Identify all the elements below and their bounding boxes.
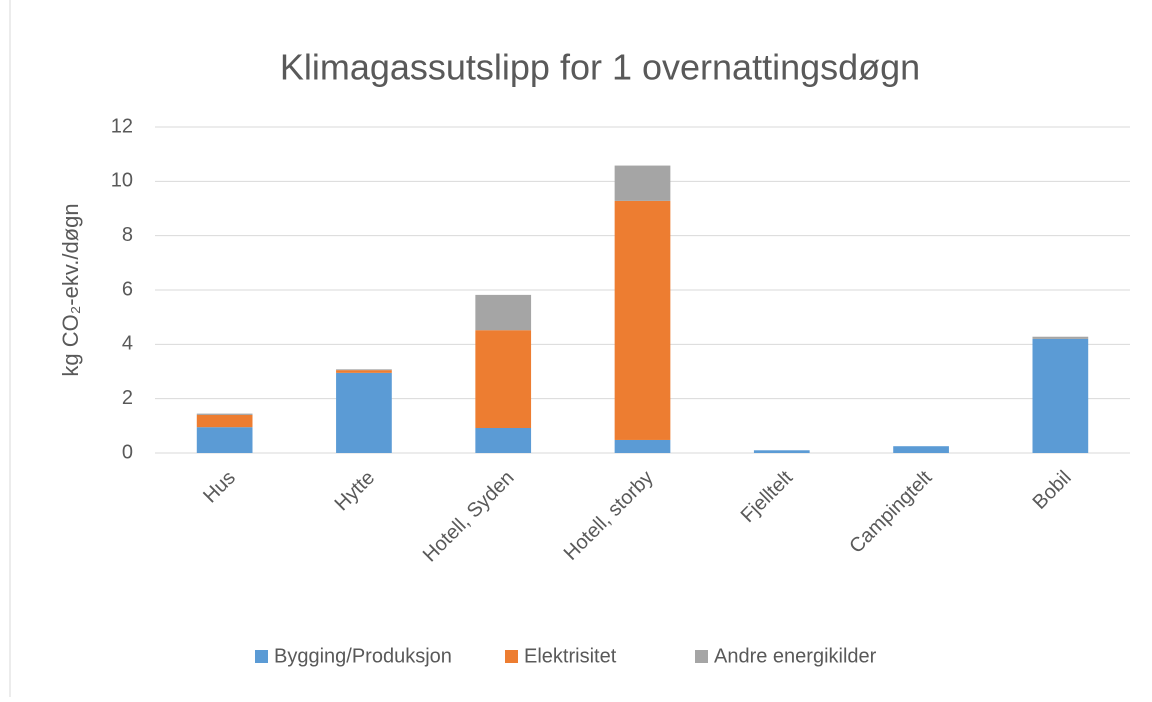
x-tick-label: Hotell, Syden [419, 467, 519, 567]
bar-segment [614, 165, 671, 201]
y-tick-label: 0 [122, 441, 133, 463]
legend-label: Elektrisitet [524, 645, 617, 667]
bar-segment [336, 369, 392, 371]
x-tick-label: Fjelltelt [737, 466, 798, 527]
x-tick-label: Hus [199, 467, 240, 508]
bar-segment [196, 413, 253, 415]
bar-segment [1032, 336, 1089, 339]
legend-swatch [695, 650, 708, 663]
legend-swatch [255, 650, 268, 663]
bar-segment [614, 200, 671, 440]
y-tick-label: 12 [111, 115, 133, 137]
x-tick-label: Hotell, storby [560, 467, 658, 565]
chart-title: Klimagassutslipp for 1 overnattingsdøgn [280, 47, 920, 88]
bar-segment [1032, 338, 1089, 453]
y-tick-label: 8 [122, 224, 133, 246]
bar-segment [475, 294, 532, 331]
bar-segment [196, 427, 253, 453]
legend-label: Bygging/Produksjon [274, 645, 452, 667]
y-tick-label: 10 [111, 170, 133, 192]
bar-segment [614, 439, 671, 453]
y-axis-label: kg CO₂-ekv./døgn [58, 203, 83, 376]
y-tick-label: 6 [122, 278, 133, 300]
legend-label: Andre energikilder [714, 645, 877, 667]
bar-segment [753, 450, 810, 453]
bar-segment [336, 370, 392, 373]
bar-segment [196, 414, 253, 428]
y-tick-label: 4 [122, 333, 133, 355]
bar-segment [475, 428, 532, 453]
x-tick-label: Bobil [1029, 467, 1076, 514]
bar-segment [893, 446, 949, 453]
bar-segment [336, 372, 392, 453]
x-tick-label: Campingtelt [845, 466, 936, 557]
bar-segment [475, 330, 532, 429]
y-tick-label: 2 [122, 387, 133, 409]
legend-swatch [505, 650, 518, 663]
x-tick-label: Hytte [331, 467, 380, 516]
